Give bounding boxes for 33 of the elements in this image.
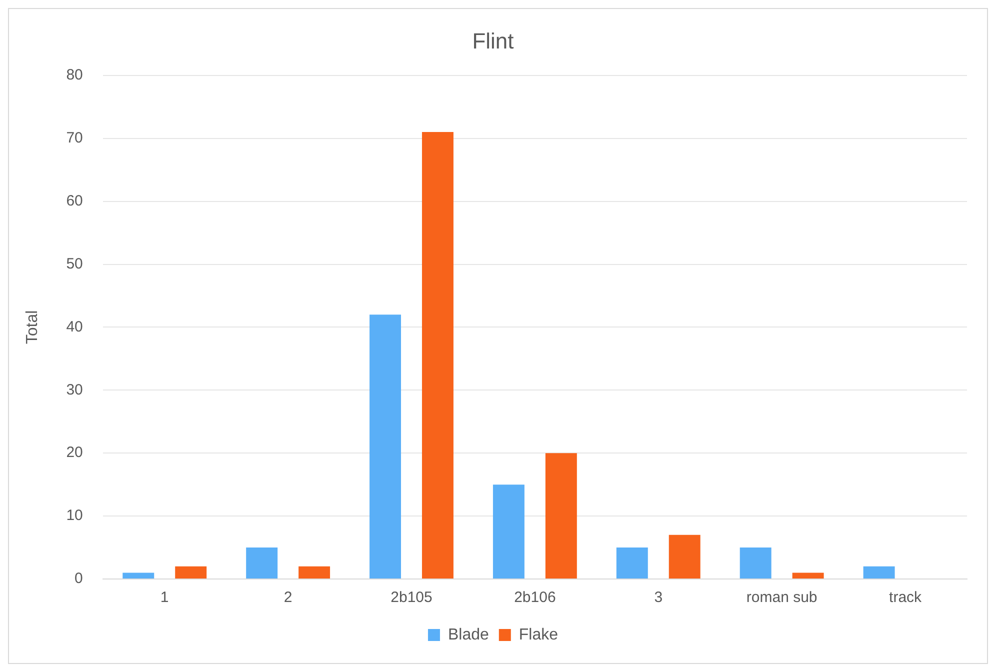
- x-tick-label: 2b106: [514, 589, 556, 606]
- x-tick-label: 1: [160, 589, 169, 606]
- x-tick-label: 2b105: [390, 589, 432, 606]
- y-tick-label: 30: [66, 381, 83, 398]
- bar: [863, 566, 895, 578]
- bar: [422, 132, 454, 578]
- bar: [370, 314, 402, 578]
- y-tick-label: 10: [66, 507, 83, 524]
- y-tick-label: 80: [66, 66, 83, 84]
- chart-title: Flint: [472, 28, 514, 54]
- y-tick-label: 70: [66, 129, 83, 146]
- bar: [616, 548, 648, 578]
- y-axis-title: Total: [24, 310, 42, 344]
- bar: [668, 534, 700, 578]
- legend-label: Flake: [518, 626, 558, 644]
- bar: [740, 548, 772, 578]
- bar: [246, 548, 278, 578]
- bar: [792, 572, 824, 578]
- x-tick-label: roman sub: [746, 589, 818, 606]
- y-tick-label: 50: [66, 255, 83, 272]
- x-tick-label: 3: [654, 589, 663, 606]
- legend-label: Blade: [448, 626, 489, 644]
- bar: [545, 453, 577, 578]
- x-tick-label: 2: [284, 589, 292, 606]
- y-tick-label: 60: [66, 192, 83, 210]
- y-tick-label: 40: [66, 318, 83, 336]
- x-tick-label: track: [889, 589, 922, 606]
- bar: [175, 566, 207, 578]
- bar: [298, 566, 330, 578]
- bar: [122, 572, 154, 578]
- y-tick-label: 0: [74, 570, 83, 588]
- y-tick-label: 20: [66, 444, 83, 462]
- bar: [492, 484, 524, 578]
